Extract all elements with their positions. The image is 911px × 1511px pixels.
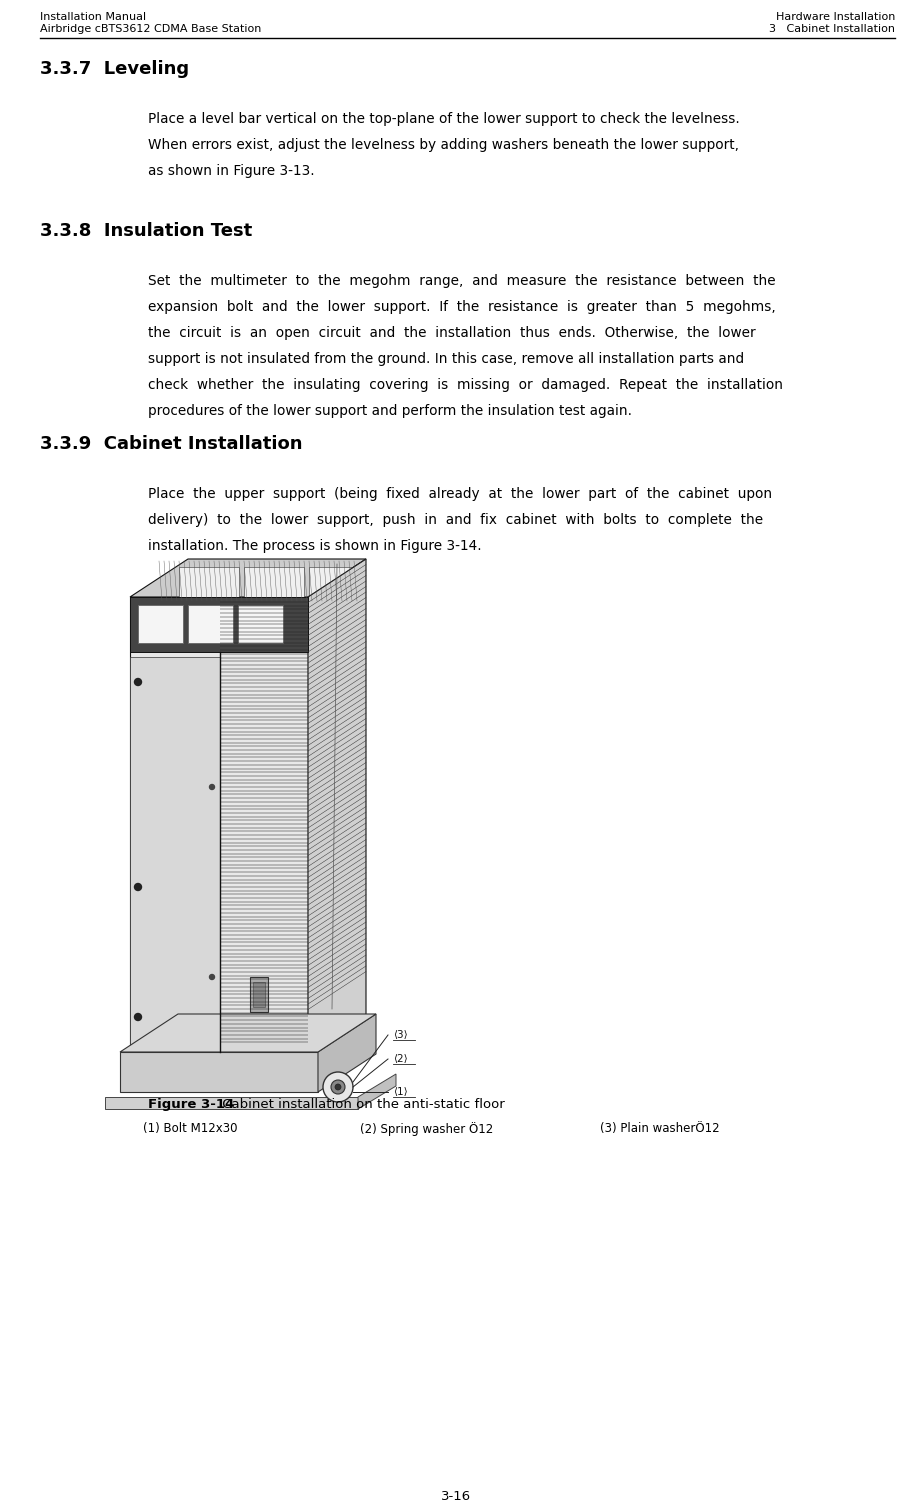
Text: 3   Cabinet Installation: 3 Cabinet Installation [768,24,894,35]
Text: Place  the  upper  support  (being  fixed  already  at  the  lower  part  of  th: Place the upper support (being fixed alr… [148,487,772,502]
Polygon shape [138,604,183,644]
Polygon shape [179,567,239,597]
Circle shape [210,975,214,979]
Text: (1) Bolt M12x30: (1) Bolt M12x30 [143,1123,237,1135]
Text: Installation Manual: Installation Manual [40,12,146,23]
Text: Figure 3-14: Figure 3-14 [148,1098,234,1111]
Polygon shape [105,1097,358,1109]
Polygon shape [130,597,308,653]
Circle shape [134,1014,141,1020]
Circle shape [134,884,141,890]
Text: 3.3.9  Cabinet Installation: 3.3.9 Cabinet Installation [40,435,302,453]
Polygon shape [244,567,303,597]
Text: 3-16: 3-16 [440,1490,471,1503]
Text: as shown in Figure 3-13.: as shown in Figure 3-13. [148,165,314,178]
Circle shape [134,678,141,686]
Polygon shape [130,657,220,1050]
Text: expansion  bolt  and  the  lower  support.  If  the  resistance  is  greater  th: expansion bolt and the lower support. If… [148,301,775,314]
Text: 3.3.8  Insulation Test: 3.3.8 Insulation Test [40,222,252,240]
Polygon shape [238,604,282,644]
Text: delivery)  to  the  lower  support,  push  in  and  fix  cabinet  with  bolts  t: delivery) to the lower support, push in … [148,514,763,527]
Text: support is not insulated from the ground. In this case, remove all installation : support is not insulated from the ground… [148,352,743,366]
Polygon shape [318,1014,375,1092]
Polygon shape [309,567,353,597]
Polygon shape [252,982,265,1006]
Polygon shape [130,559,365,597]
Text: ⟨3⟩: ⟨3⟩ [393,1031,407,1040]
Text: (3) Plain washerÖ12: (3) Plain washerÖ12 [599,1123,719,1135]
Polygon shape [188,604,232,644]
Polygon shape [358,1074,395,1109]
Circle shape [322,1071,353,1102]
Text: the  circuit  is  an  open  circuit  and  the  installation  thus  ends.  Otherw: the circuit is an open circuit and the i… [148,326,755,340]
Text: check  whether  the  insulating  covering  is  missing  or  damaged.  Repeat  th: check whether the insulating covering is… [148,378,783,391]
Text: 3.3.7  Leveling: 3.3.7 Leveling [40,60,189,79]
Text: Cabinet installation on the anti-static floor: Cabinet installation on the anti-static … [218,1098,504,1111]
Circle shape [334,1083,341,1089]
Polygon shape [130,597,308,1052]
Circle shape [210,784,214,790]
Text: Hardware Installation: Hardware Installation [774,12,894,23]
Text: Place a level bar vertical on the top-plane of the lower support to check the le: Place a level bar vertical on the top-pl… [148,112,739,125]
Circle shape [331,1080,344,1094]
Polygon shape [120,1014,375,1052]
Polygon shape [120,1052,318,1092]
Text: ⟨2⟩: ⟨2⟩ [393,1055,407,1064]
Text: (2) Spring washer Ö12: (2) Spring washer Ö12 [360,1123,493,1136]
Text: ⟨1⟩: ⟨1⟩ [393,1086,407,1097]
Polygon shape [250,978,268,1012]
Polygon shape [308,559,365,1052]
Text: Set  the  multimeter  to  the  megohm  range,  and  measure  the  resistance  be: Set the multimeter to the megohm range, … [148,273,774,289]
Text: procedures of the lower support and perform the insulation test again.: procedures of the lower support and perf… [148,403,631,419]
Text: Airbridge cBTS3612 CDMA Base Station: Airbridge cBTS3612 CDMA Base Station [40,24,261,35]
Text: When errors exist, adjust the levelness by adding washers beneath the lower supp: When errors exist, adjust the levelness … [148,138,738,153]
Text: installation. The process is shown in Figure 3-14.: installation. The process is shown in Fi… [148,539,481,553]
